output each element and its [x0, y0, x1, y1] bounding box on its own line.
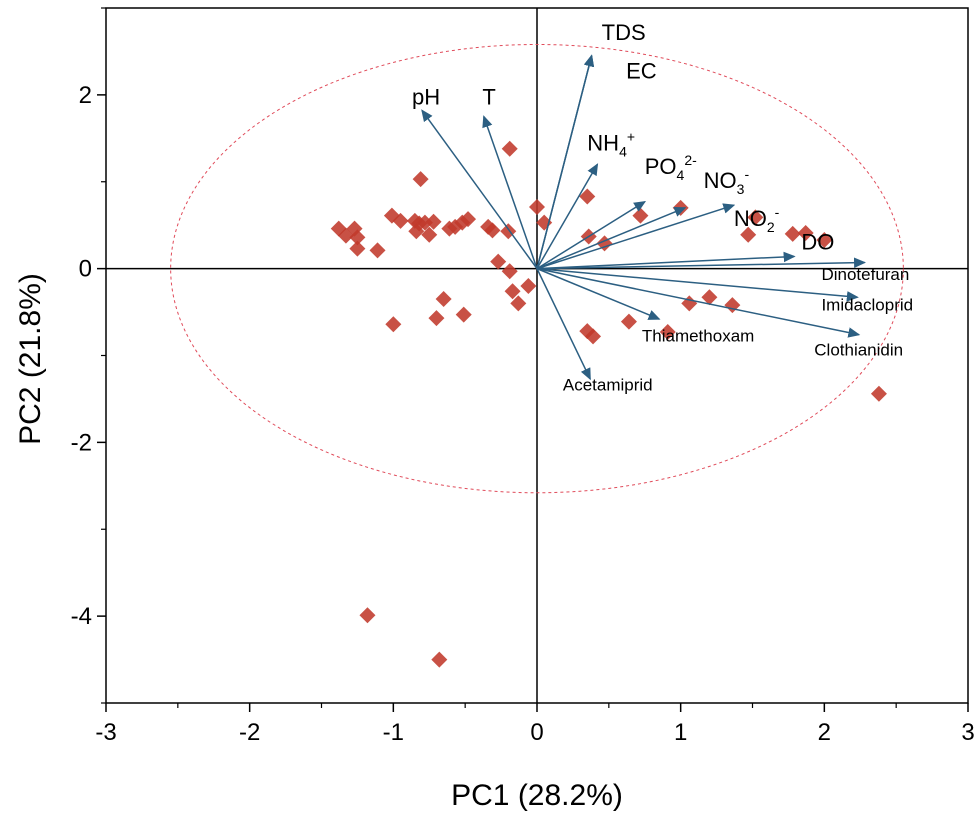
- x-tick-label: -2: [239, 719, 260, 746]
- loading-arrow: [536, 206, 687, 270]
- data-point: [529, 198, 545, 215]
- x-tick-label: -3: [95, 719, 116, 746]
- loading-label: NH4+: [587, 128, 635, 159]
- data-point: [431, 651, 448, 668]
- data-point: [460, 211, 477, 228]
- loading-arrow: [536, 251, 796, 270]
- data-point: [701, 289, 718, 306]
- y-tick-label: -4: [71, 603, 92, 630]
- data-point: [816, 231, 833, 248]
- loading-label: Imidacloprid: [821, 295, 913, 314]
- loading-vectors: TDS EC pH T NH4+ PO42-NO3- NO2- DO Dinotefuran Im…: [412, 20, 913, 394]
- data-point: [428, 310, 445, 327]
- loading-arrow: [536, 267, 661, 320]
- loading-arrow: [536, 267, 861, 338]
- x-tick-label: 0: [530, 719, 543, 746]
- confidence-ellipse-layer: [170, 43, 904, 494]
- loading-label: PO42-: [645, 152, 697, 183]
- loading-arrow: [536, 200, 647, 270]
- y-tick-label: 2: [79, 82, 92, 109]
- loading-arrow: [536, 257, 867, 270]
- data-point: [504, 283, 521, 300]
- y-tick-label: -2: [71, 429, 92, 456]
- data-point: [747, 209, 764, 226]
- loading-arrow: [482, 115, 538, 269]
- data-point: [501, 140, 518, 157]
- loading-arrow: [536, 54, 595, 269]
- x-axis-title: PC1 (28.2%): [451, 779, 623, 812]
- data-point: [421, 226, 438, 243]
- data-point: [724, 297, 741, 314]
- y-axis-title: PC2 (21.8%): [14, 273, 47, 445]
- data-point: [510, 295, 527, 312]
- data-point: [797, 225, 814, 242]
- loading-arrow: [536, 163, 599, 270]
- loading-arrow: [536, 268, 591, 381]
- loading-label: pH: [412, 84, 440, 109]
- data-point: [579, 188, 596, 205]
- data-point: [490, 253, 507, 270]
- data-point: [620, 313, 637, 330]
- data-point: [392, 212, 409, 229]
- loading-arrow: [536, 203, 736, 270]
- loading-label: DO: [801, 230, 834, 255]
- data-point: [484, 222, 501, 239]
- data-point: [870, 385, 887, 402]
- x-tick-label: 3: [961, 719, 974, 746]
- x-tick-label: 1: [674, 719, 687, 746]
- loading-label: T: [482, 84, 495, 109]
- loading-label: EC: [626, 58, 657, 83]
- data-point: [520, 278, 537, 294]
- data-point: [435, 291, 452, 308]
- data-point: [369, 242, 386, 259]
- data-point: [412, 171, 429, 188]
- axis-ticks: -3 -2 -1 0 1 2 3 -4 -2 0 2: [71, 7, 975, 746]
- x-tick-label: -1: [383, 719, 404, 746]
- data-point: [672, 199, 689, 216]
- data-point: [349, 229, 366, 246]
- y-tick-label: 0: [79, 256, 92, 283]
- data-point: [659, 324, 676, 341]
- data-point: [501, 263, 518, 280]
- data-point: [408, 223, 425, 240]
- confidence-ellipse: [170, 43, 904, 494]
- data-point: [455, 306, 472, 323]
- loading-label: Dinotefuran: [821, 265, 909, 284]
- data-point: [740, 226, 757, 243]
- data-point: [349, 240, 366, 257]
- data-point: [632, 207, 649, 224]
- scatter-points: [330, 140, 887, 668]
- data-point: [784, 225, 801, 242]
- data-point: [385, 316, 402, 333]
- loading-label: TDS: [602, 20, 646, 45]
- loading-arrow: [536, 267, 859, 302]
- loading-arrow: [421, 109, 538, 270]
- loading-label: Acetamiprid: [563, 375, 653, 394]
- loading-label: Thiamethoxam: [642, 327, 754, 346]
- x-tick-label: 2: [818, 719, 831, 746]
- data-point: [425, 213, 442, 230]
- loading-label: NO3-: [704, 166, 750, 197]
- loading-label: NO2-: [734, 204, 780, 235]
- loading-label: Clothianidin: [814, 341, 903, 360]
- data-point: [585, 328, 602, 345]
- data-point: [681, 295, 698, 312]
- data-point: [359, 607, 376, 624]
